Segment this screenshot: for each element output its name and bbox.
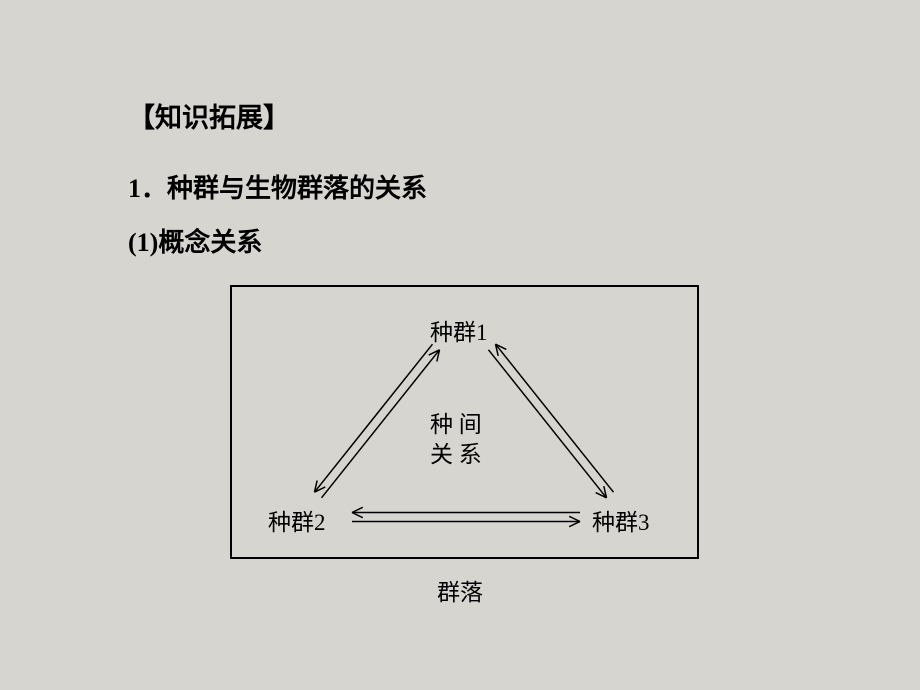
node-pop3: 种群3	[592, 503, 650, 537]
point-1-sub: (1)概念关系	[128, 222, 262, 259]
node-pop2: 种群2	[268, 503, 326, 537]
center-label-b: 关 系	[430, 435, 482, 469]
center-label-a: 种 间	[430, 405, 482, 439]
diagram-container: 种群1 种群2 种群3 种 间 关 系 群落	[230, 285, 695, 595]
diagram-caption: 群落	[437, 573, 483, 607]
point-1: 1．种群与生物群落的关系	[128, 168, 427, 205]
node-pop1: 种群1	[430, 313, 488, 347]
section-title: 【知识拓展】	[128, 96, 290, 135]
slide: 【知识拓展】 1．种群与生物群落的关系 (1)概念关系 种群1 种群2 种群3 …	[0, 0, 920, 690]
